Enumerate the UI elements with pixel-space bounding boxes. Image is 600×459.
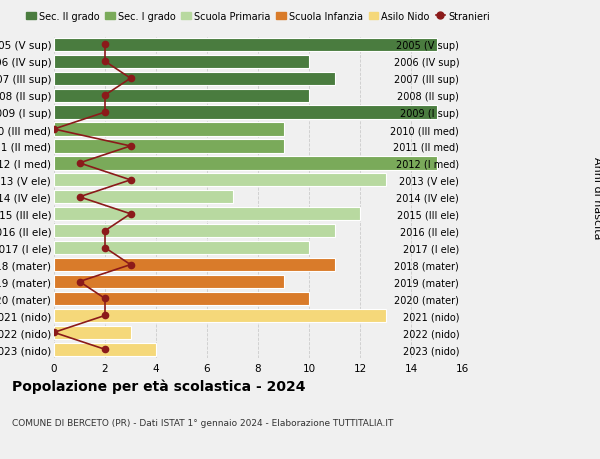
Bar: [54, 241, 309, 255]
Bar: [54, 258, 335, 272]
Bar: [54, 207, 360, 221]
Bar: [54, 157, 437, 170]
Bar: [54, 343, 156, 356]
Bar: [54, 292, 309, 305]
Bar: [54, 106, 437, 119]
Legend: Sec. II grado, Sec. I grado, Scuola Primaria, Scuola Infanzia, Asilo Nido, Stran: Sec. II grado, Sec. I grado, Scuola Prim…: [22, 8, 494, 25]
Bar: [54, 73, 335, 85]
Bar: [54, 90, 309, 102]
Bar: [54, 174, 386, 187]
Text: Popolazione per età scolastica - 2024: Popolazione per età scolastica - 2024: [12, 379, 305, 393]
Bar: [54, 326, 131, 339]
Bar: [54, 224, 335, 238]
Bar: [54, 123, 284, 136]
Bar: [54, 39, 437, 52]
Bar: [54, 140, 284, 153]
Bar: [54, 309, 386, 322]
Bar: [54, 191, 233, 204]
Text: Anni di nascita: Anni di nascita: [592, 156, 600, 239]
Text: COMUNE DI BERCETO (PR) - Dati ISTAT 1° gennaio 2024 - Elaborazione TUTTITALIA.IT: COMUNE DI BERCETO (PR) - Dati ISTAT 1° g…: [12, 418, 394, 427]
Bar: [54, 56, 309, 69]
Bar: [54, 275, 284, 289]
